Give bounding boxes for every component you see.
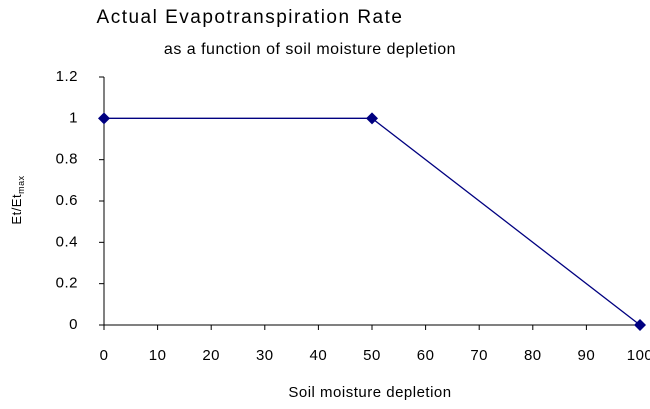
y-axis-label-subscript: max: [16, 175, 26, 194]
x-tick-label: 70: [470, 347, 488, 364]
chart-subtitle: as a function of soil moisture depletion: [164, 41, 456, 58]
x-tick-label: 60: [417, 347, 435, 364]
x-tick-label: 40: [310, 347, 328, 364]
y-axis-label-main: Et/Et: [9, 194, 24, 225]
series-line: [104, 117, 641, 326]
chart-title: Actual Evapotranspiration Rate: [97, 7, 404, 28]
y-tick-label: 1.2: [56, 68, 78, 85]
y-tick-label: 1: [69, 109, 78, 126]
x-tick-label: 90: [578, 347, 596, 364]
x-tick-label: 10: [149, 347, 167, 364]
marker: [98, 112, 110, 125]
x-tick-label: 20: [202, 347, 220, 364]
x-tick-label: 30: [256, 347, 274, 364]
x-tick-label: 80: [524, 347, 542, 364]
y-tick-label: 0.2: [56, 275, 78, 292]
y-tick-label: 0.6: [56, 192, 78, 209]
x-axis-label: Soil moisture depletion: [288, 384, 451, 401]
x-tick-label: 0: [100, 347, 109, 364]
x-tick-label: 100: [627, 347, 650, 364]
y-tick-label: 0.8: [56, 151, 78, 168]
marker: [366, 112, 378, 125]
x-tick-label: 50: [363, 347, 381, 364]
marker: [634, 319, 646, 331]
y-tick-label: 0.4: [56, 233, 78, 250]
y-axis-label: Et/Etmax: [9, 175, 26, 224]
y-tick-label: 0: [69, 316, 78, 333]
